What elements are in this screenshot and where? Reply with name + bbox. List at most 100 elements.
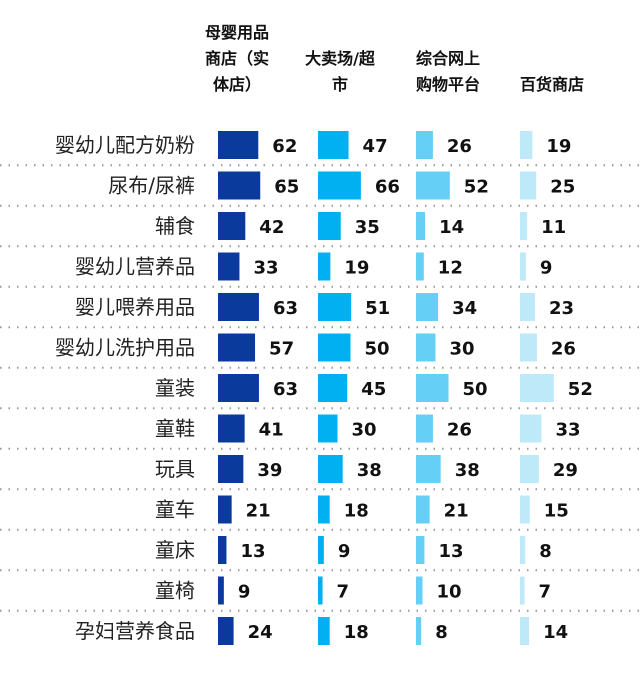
bar (416, 455, 441, 483)
bar (416, 414, 433, 443)
column-header: 母婴用品 (205, 23, 269, 42)
column-header: 综合网上 (416, 49, 480, 68)
bar (318, 374, 348, 402)
value-label: 35 (355, 217, 380, 238)
bar (416, 536, 425, 564)
value-label: 19 (344, 258, 369, 279)
bar (416, 212, 426, 240)
value-label: 26 (447, 420, 472, 441)
bar (416, 252, 424, 281)
bar (416, 576, 423, 605)
value-label: 33 (555, 420, 580, 441)
column-header: 购物平台 (416, 75, 480, 94)
value-label: 63 (273, 298, 298, 319)
value-label: 8 (539, 541, 552, 562)
value-label: 57 (269, 339, 294, 360)
bar (318, 293, 352, 321)
value-label: 14 (543, 622, 568, 643)
bar (318, 212, 341, 240)
value-label: 63 (273, 379, 298, 400)
category-label: 童床 (155, 538, 195, 562)
bar (520, 495, 530, 524)
value-label: 26 (551, 339, 576, 360)
category-label: 童椅 (155, 579, 195, 603)
bar (218, 374, 259, 402)
bar (318, 333, 351, 362)
category-label: 童鞋 (155, 417, 195, 441)
bar (520, 576, 525, 605)
bar (520, 252, 526, 281)
value-label: 10 (437, 582, 462, 603)
value-label: 62 (272, 136, 297, 157)
category-label: 玩具 (155, 457, 195, 481)
bar (218, 131, 259, 159)
value-label: 30 (352, 420, 377, 441)
value-label: 50 (365, 339, 390, 360)
value-label: 13 (438, 541, 463, 562)
column-header: 大卖场/超 (305, 49, 376, 68)
value-label: 19 (546, 136, 571, 157)
value-label: 18 (344, 622, 369, 643)
bar (218, 212, 246, 240)
category-label: 童装 (155, 376, 195, 400)
bar (520, 414, 542, 443)
value-label: 34 (452, 298, 477, 319)
bar (218, 293, 259, 321)
value-label: 45 (361, 379, 386, 400)
value-label: 21 (444, 501, 469, 522)
bar (218, 536, 227, 564)
bar (416, 293, 439, 321)
value-label: 65 (274, 177, 299, 198)
category-label: 婴幼儿洗护用品 (55, 336, 195, 360)
value-label: 33 (253, 258, 278, 279)
bar (318, 171, 361, 200)
bar (218, 617, 234, 645)
value-label: 12 (438, 258, 463, 279)
value-label: 39 (257, 460, 282, 481)
value-label: 11 (541, 217, 566, 238)
category-label: 婴幼儿营养品 (75, 255, 195, 279)
bar (416, 131, 433, 159)
column-header: 商店（实 (205, 49, 269, 68)
bar (416, 333, 436, 362)
value-label: 52 (464, 177, 489, 198)
bar (520, 536, 526, 564)
bar (520, 293, 535, 321)
column-header: 体店） (213, 75, 261, 94)
bar (520, 455, 539, 483)
value-label: 66 (375, 177, 400, 198)
category-label: 童车 (155, 498, 195, 522)
bar (416, 374, 449, 402)
value-label: 50 (463, 379, 488, 400)
value-label: 26 (447, 136, 472, 157)
value-label: 23 (549, 298, 574, 319)
value-label: 9 (540, 258, 553, 279)
bar (218, 333, 256, 362)
value-label: 38 (455, 460, 480, 481)
value-label: 24 (248, 622, 273, 643)
category-label: 辅食 (155, 214, 195, 238)
bar (520, 131, 533, 159)
bar (318, 252, 331, 281)
value-label: 30 (450, 339, 475, 360)
value-label: 8 (435, 622, 448, 643)
bar (318, 495, 330, 524)
bar (520, 333, 537, 362)
value-label: 15 (544, 501, 569, 522)
bar (218, 171, 261, 200)
value-label: 42 (259, 217, 284, 238)
value-label: 9 (338, 541, 351, 562)
value-label: 52 (568, 379, 593, 400)
value-label: 29 (553, 460, 578, 481)
bar (218, 252, 240, 281)
value-label: 25 (550, 177, 575, 198)
category-label: 孕妇营养食品 (75, 619, 195, 643)
column-header: 市 (332, 75, 348, 94)
bar (318, 414, 338, 443)
bar (520, 171, 537, 200)
bar (318, 455, 343, 483)
bar (318, 131, 349, 159)
bar (416, 617, 422, 645)
bar (318, 576, 323, 605)
